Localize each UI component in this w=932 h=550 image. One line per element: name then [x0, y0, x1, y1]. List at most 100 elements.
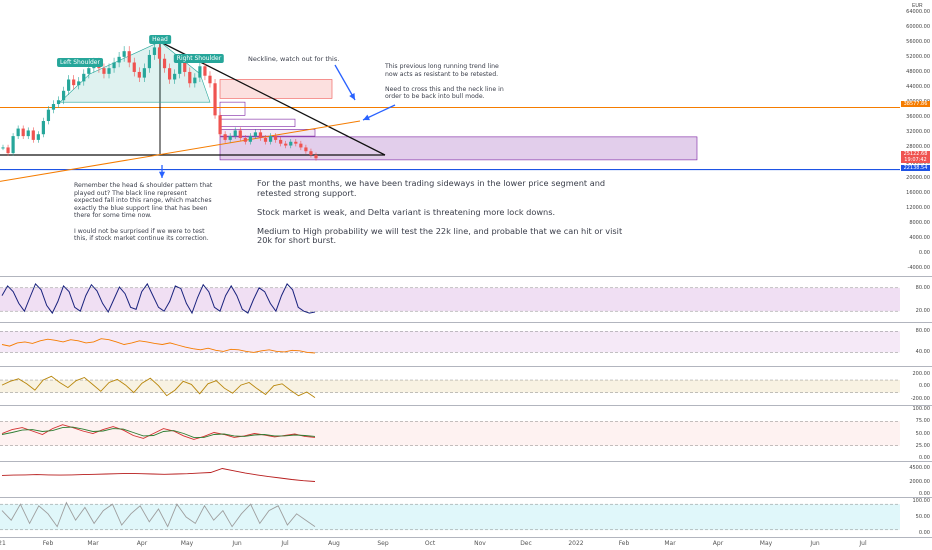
price-axis-tick: 20000.00 — [906, 174, 930, 181]
candle — [228, 136, 232, 140]
price-axis-tick: 48000.00 — [906, 68, 930, 75]
candle — [36, 134, 40, 140]
candle — [67, 79, 71, 91]
indicator-line — [1, 501, 316, 528]
candle — [46, 109, 51, 122]
candle — [127, 51, 131, 63]
cci-panel[interactable] — [0, 367, 900, 405]
rsi-chart — [0, 331, 900, 354]
price-axis-tick: 16000.00 — [906, 189, 930, 196]
candle — [284, 143, 288, 146]
candle — [6, 147, 10, 154]
indicator-band — [0, 421, 900, 446]
indicator-axis-tick: 80.00 — [915, 284, 930, 291]
candle — [112, 62, 116, 69]
time-axis-label: May — [180, 540, 194, 547]
indicator-axis-tick: 100.00 — [912, 406, 931, 412]
candle — [82, 73, 86, 82]
price-axis-tick: 8000.00 — [909, 219, 930, 226]
indicator-line — [1, 375, 316, 398]
panel-separator[interactable] — [0, 322, 932, 323]
time-axis-label: Jun — [232, 540, 242, 547]
oscillator-panel[interactable] — [0, 406, 900, 461]
panel-separator[interactable] — [0, 366, 932, 367]
panel-separator[interactable] — [0, 405, 932, 406]
indicator-axis-tick: 4500.00 — [909, 464, 930, 471]
range-box — [219, 101, 246, 116]
volume-trend-chart — [1, 468, 316, 482]
hs-note: Remember the head & shoulder pattern tha… — [74, 182, 213, 243]
price-axis-tick: 44000.00 — [906, 84, 930, 91]
candle — [122, 51, 126, 57]
time-axis-label: Mar — [664, 540, 676, 547]
rsi-panel[interactable] — [0, 323, 900, 366]
candle — [314, 154, 318, 159]
candle — [152, 47, 157, 55]
time-axis-label: Feb — [618, 540, 630, 547]
candle — [72, 79, 76, 86]
indicator-axis-tick: -200.00 — [910, 395, 930, 402]
indicator-axis-tick: 80.00 — [915, 328, 930, 335]
price-axis-tick: 52000.00 — [906, 53, 930, 60]
arrow-to-resistance — [334, 64, 356, 101]
candle — [107, 68, 111, 74]
last-price-tag: 25122.68 — [901, 151, 930, 157]
time-axis-label: Dec — [520, 540, 532, 547]
price-axis-tick: 0.00 — [918, 250, 930, 257]
bottom-osc-panel[interactable] — [0, 498, 900, 536]
price-axis-tick: 4000.00 — [909, 235, 930, 242]
cci-chart — [0, 375, 900, 398]
bottom-osc-axis: 100.00 50.00 0.00 — [900, 498, 932, 536]
neckline-note: Neckline, watch out for this. — [248, 55, 340, 63]
oscillator-chart — [0, 421, 900, 446]
time-axis-label: Oct — [424, 540, 436, 547]
price-axis-tick: 32000.00 — [906, 129, 930, 136]
main-note: For the past months, we have been tradin… — [257, 178, 623, 245]
candle — [16, 128, 20, 137]
panel-separator[interactable] — [0, 461, 932, 462]
candle — [173, 73, 177, 80]
candle — [263, 138, 268, 142]
time-axis-label: Apr — [712, 540, 724, 547]
oscillator-axis: 100.00 75.00 50.00 25.00 0.00 — [900, 406, 932, 461]
candle — [41, 121, 45, 135]
volume-trend-panel[interactable] — [0, 462, 900, 497]
indicator-axis-tick: 75.00 — [915, 418, 930, 425]
candle — [258, 132, 263, 138]
price-axis-tick: 64000.00 — [906, 8, 930, 15]
panel-separator[interactable] — [0, 497, 932, 498]
candle — [26, 130, 30, 137]
time-axis-label: Jul — [281, 540, 289, 547]
candle — [1, 147, 5, 149]
price-axis-tick: 56000.00 — [906, 38, 930, 45]
candle — [183, 62, 187, 72]
indicator-axis-tick: 25.00 — [915, 442, 930, 449]
candle — [213, 83, 217, 116]
indicator-axis-tick: 50.00 — [915, 514, 930, 520]
time-axis-separator — [0, 537, 932, 538]
candle — [137, 71, 141, 78]
cci-axis: 200.00 0.00 -200.00 — [900, 367, 932, 405]
trendline-note: This previous long running trend line no… — [385, 63, 504, 100]
time-axis-label: Feb — [42, 540, 54, 547]
candle — [309, 151, 313, 155]
indicator-line — [1, 468, 316, 482]
candle — [117, 56, 121, 63]
panel-separator[interactable] — [0, 276, 932, 277]
long-trendline — [0, 120, 361, 182]
candle — [304, 147, 308, 152]
candle — [51, 104, 56, 110]
stoch-rsi-panel[interactable] — [0, 277, 900, 322]
range-box — [219, 118, 296, 127]
candle — [142, 68, 146, 78]
price-axis-tick: 36000.00 — [906, 114, 930, 121]
price-axis-tick: 12000.00 — [906, 204, 930, 211]
arrow-to-trendline-head — [363, 114, 370, 121]
candle — [218, 115, 222, 135]
price-axis-tick: -4000.00 — [907, 265, 930, 272]
indicator-axis-tick: 0.00 — [918, 530, 930, 536]
indicator-axis-tick: 20.00 — [915, 308, 930, 315]
time-axis-label: 2022 — [568, 540, 584, 547]
indicator-axis-tick: 40.00 — [915, 349, 930, 356]
candle — [102, 68, 106, 74]
